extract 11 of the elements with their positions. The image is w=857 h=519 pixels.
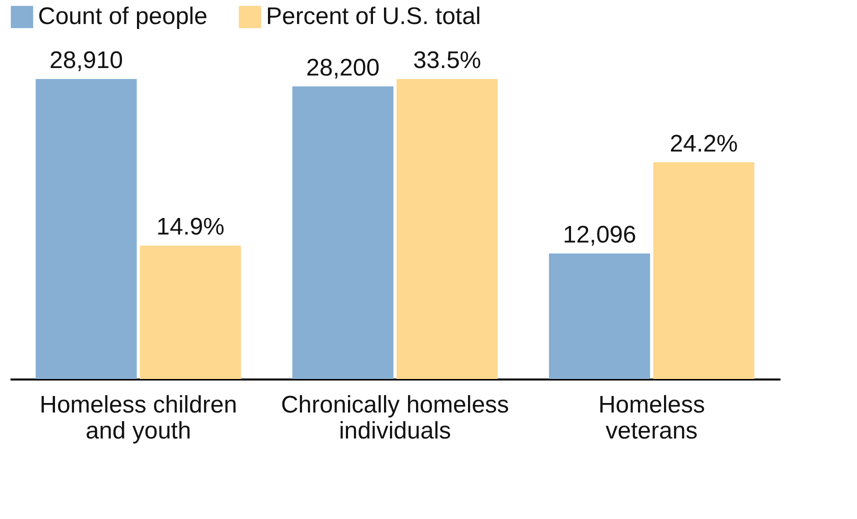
data-label: 28,910 — [50, 47, 123, 74]
x-tick-label: Homeless children and youth — [40, 392, 238, 444]
x-tick-label: Chronically homeless individuals — [280, 392, 510, 444]
legend-label: Percent of U.S. total — [266, 3, 481, 30]
legend-label: Count of people — [38, 3, 208, 30]
data-label: 24.2% — [670, 130, 738, 158]
data-label: 12,096 — [562, 221, 636, 248]
x-tick-label: Homeless veterans — [598, 392, 706, 444]
data-label: 33.5% — [413, 47, 482, 74]
data-label: 28,200 — [306, 54, 380, 82]
data-label: 14.9% — [156, 214, 224, 241]
